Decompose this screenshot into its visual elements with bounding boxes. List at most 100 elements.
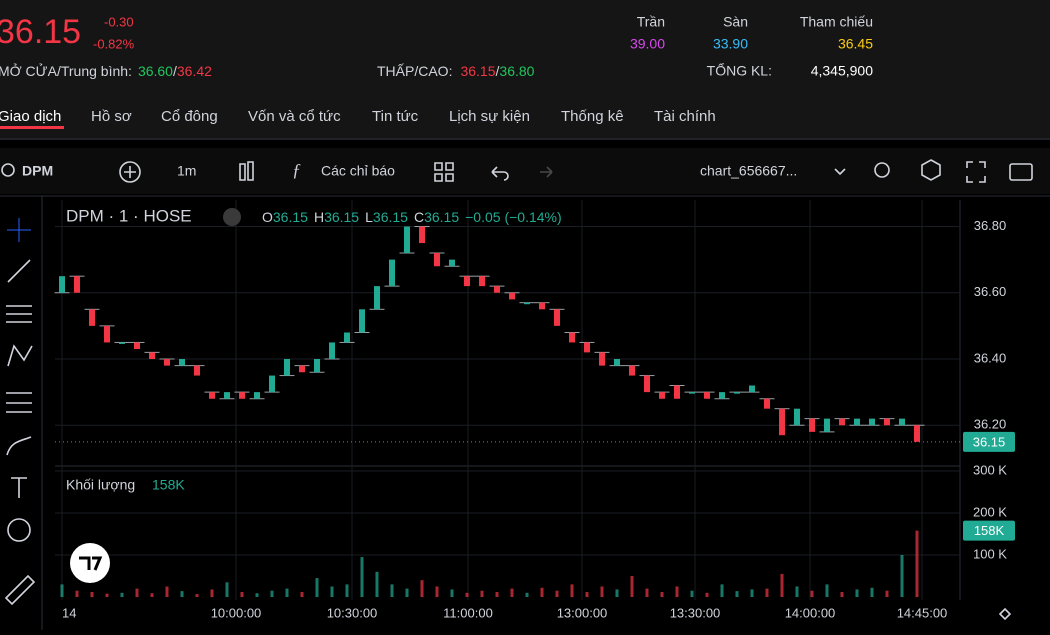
tab[interactable]: Giao dịch (0, 108, 61, 125)
volume-bar (585, 591, 589, 597)
chart-name[interactable]: chart_656667... (700, 163, 797, 179)
c-value: 36.15 (424, 209, 459, 225)
camera-icon[interactable] (1009, 163, 1033, 181)
pattern-tool[interactable] (7, 344, 33, 367)
layout-icon[interactable] (434, 162, 454, 182)
add-icon[interactable] (119, 161, 141, 183)
tab[interactable]: Tài chính (654, 108, 716, 125)
interval[interactable]: 1m (177, 163, 196, 179)
y-tick-label: 36.40 (974, 350, 1007, 365)
candle (209, 392, 215, 399)
tab[interactable]: Vốn và cổ tức (248, 108, 341, 125)
undo-icon[interactable] (491, 166, 509, 181)
volume-bar (570, 584, 574, 597)
fx-icon[interactable]: ƒ (292, 160, 301, 180)
chart-title: DPM · 1 · HOSE (66, 206, 192, 225)
candle (524, 302, 530, 305)
open: 36.60 (138, 63, 173, 79)
tab[interactable]: Tin tức (372, 108, 419, 125)
volume-bar (825, 584, 829, 597)
emoji-tool[interactable] (7, 518, 31, 542)
candle (239, 392, 245, 399)
x-tick-label: 10:30:00 (327, 605, 378, 620)
brush-tool[interactable] (6, 436, 32, 456)
candle (269, 375, 275, 393)
x-tick-label: 14 (62, 605, 76, 620)
candle-icon[interactable] (239, 161, 254, 181)
tab[interactable]: Hồ sơ (91, 108, 132, 125)
volume-bar (420, 580, 424, 597)
volume-title: Khối lượng (66, 477, 135, 493)
h-label: H (314, 209, 324, 225)
indicators[interactable]: Các chỉ báo (321, 163, 395, 179)
candle (449, 259, 455, 267)
tab[interactable]: Lịch sự kiện (449, 108, 530, 125)
total-volume: 4,345,900 (811, 63, 873, 79)
candle (404, 226, 410, 253)
candle (359, 309, 365, 333)
x-tick-label: 10:00:00 (211, 605, 262, 620)
volume-bar (765, 588, 769, 597)
fullscreen-icon[interactable] (966, 161, 986, 183)
volume-bar (840, 591, 844, 597)
candle (719, 392, 725, 399)
candle (419, 226, 425, 244)
c-label: C (414, 209, 424, 225)
candle (704, 392, 710, 399)
candle (809, 418, 815, 432)
volume-bar (735, 591, 739, 597)
axis-settings[interactable] (998, 607, 1012, 621)
candle (224, 392, 230, 399)
volume-bar (480, 590, 484, 597)
y-tick-label: 36.60 (974, 284, 1007, 299)
candle (569, 332, 575, 343)
candle (74, 276, 80, 293)
candle (389, 259, 395, 287)
candle (344, 332, 350, 343)
change-pct: -0.82% (93, 36, 135, 51)
settings-icon[interactable] (921, 159, 941, 181)
ruler-tool[interactable] (4, 574, 36, 606)
tab[interactable]: Thống kê (561, 108, 624, 125)
x-tick-label: 11:00:00 (443, 605, 493, 620)
volume-current: 158K (152, 477, 185, 493)
candle (374, 286, 380, 310)
tabs: Giao dịch Hồ sơ Cổ đông Vốn và cổ tức Tin tứ… (0, 108, 716, 125)
change: −0.05 (−0.14%) (465, 209, 562, 225)
change: -0.30 (104, 14, 134, 29)
fib-tool[interactable] (6, 305, 32, 323)
candle (794, 408, 800, 426)
candle (149, 352, 155, 359)
candle (749, 385, 755, 393)
volume-bar (450, 589, 454, 597)
price: 36.15 (0, 13, 81, 51)
floor: 33.90 (713, 36, 748, 52)
l-label: L (365, 209, 373, 225)
volume-bar (690, 590, 694, 597)
tab[interactable]: Cổ đông (161, 108, 218, 125)
candle (104, 325, 110, 343)
plot: 36.80 36.60 36.40 36.20 300 K 200 K 100 K 14 10:… (54, 200, 1015, 620)
x-tick-label: 13:00:00 (557, 605, 608, 620)
line-tool[interactable] (7, 259, 31, 283)
low: 36.15 (460, 63, 495, 79)
label: THẤP/CAO: (377, 63, 452, 79)
candle (764, 398, 770, 409)
forecast-tool[interactable] (6, 392, 32, 413)
zoom-icon[interactable] (874, 162, 890, 178)
last-price-label: 36.15 (973, 434, 1006, 449)
candle (839, 418, 845, 426)
search-icon[interactable] (1, 163, 15, 177)
dropdown[interactable] (834, 168, 846, 176)
y-tick-label: 36.20 (974, 417, 1007, 432)
candle (554, 309, 560, 326)
volume-bar (720, 584, 724, 597)
symbol[interactable]: DPM (22, 163, 53, 179)
candle (434, 253, 440, 267)
open-avg: MỞ CỬA/Trung bình: 36.60/36.42 (0, 62, 212, 79)
collapse[interactable] (223, 208, 241, 226)
candle (854, 418, 860, 426)
text-tool[interactable] (11, 477, 27, 498)
crosshair-tool[interactable] (7, 218, 31, 242)
candle (464, 276, 470, 287)
